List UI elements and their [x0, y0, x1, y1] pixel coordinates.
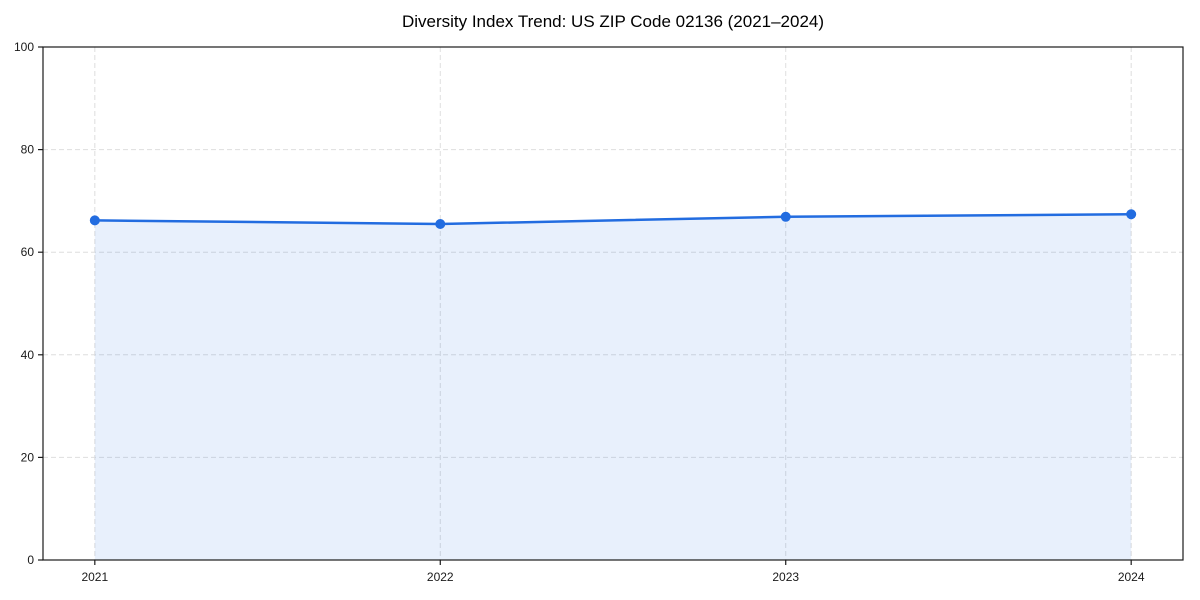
y-tick-label: 100: [14, 40, 34, 54]
data-point-marker: [1126, 209, 1137, 220]
area-region: [94, 214, 1132, 560]
x-tick-label: 2024: [1118, 570, 1145, 584]
y-tick-label: 40: [21, 348, 35, 362]
y-tick-label: 20: [21, 450, 35, 464]
y-tick-label: 80: [21, 143, 35, 157]
trend-line: [93, 212, 1133, 226]
y-tick-label: 0: [27, 553, 34, 567]
series-line: [93, 212, 1133, 226]
x-tick-label: 2021: [81, 570, 108, 584]
data-points: [89, 209, 1137, 229]
data-point-marker: [435, 218, 446, 229]
x-tick-label: 2022: [427, 570, 454, 584]
y-tick-label: 60: [21, 245, 35, 259]
area-fill: [94, 214, 1132, 560]
tick-labels: 0 20 40 60 80 100 2021 2022 2023 2024: [14, 40, 1145, 584]
x-tick-label: 2023: [772, 570, 799, 584]
axes: [38, 46, 1184, 565]
data-point-marker: [780, 211, 791, 222]
data-point-marker: [89, 215, 100, 226]
plot-border: [42, 46, 1184, 561]
chart-title: Diversity Index Trend: US ZIP Code 02136…: [402, 12, 824, 31]
